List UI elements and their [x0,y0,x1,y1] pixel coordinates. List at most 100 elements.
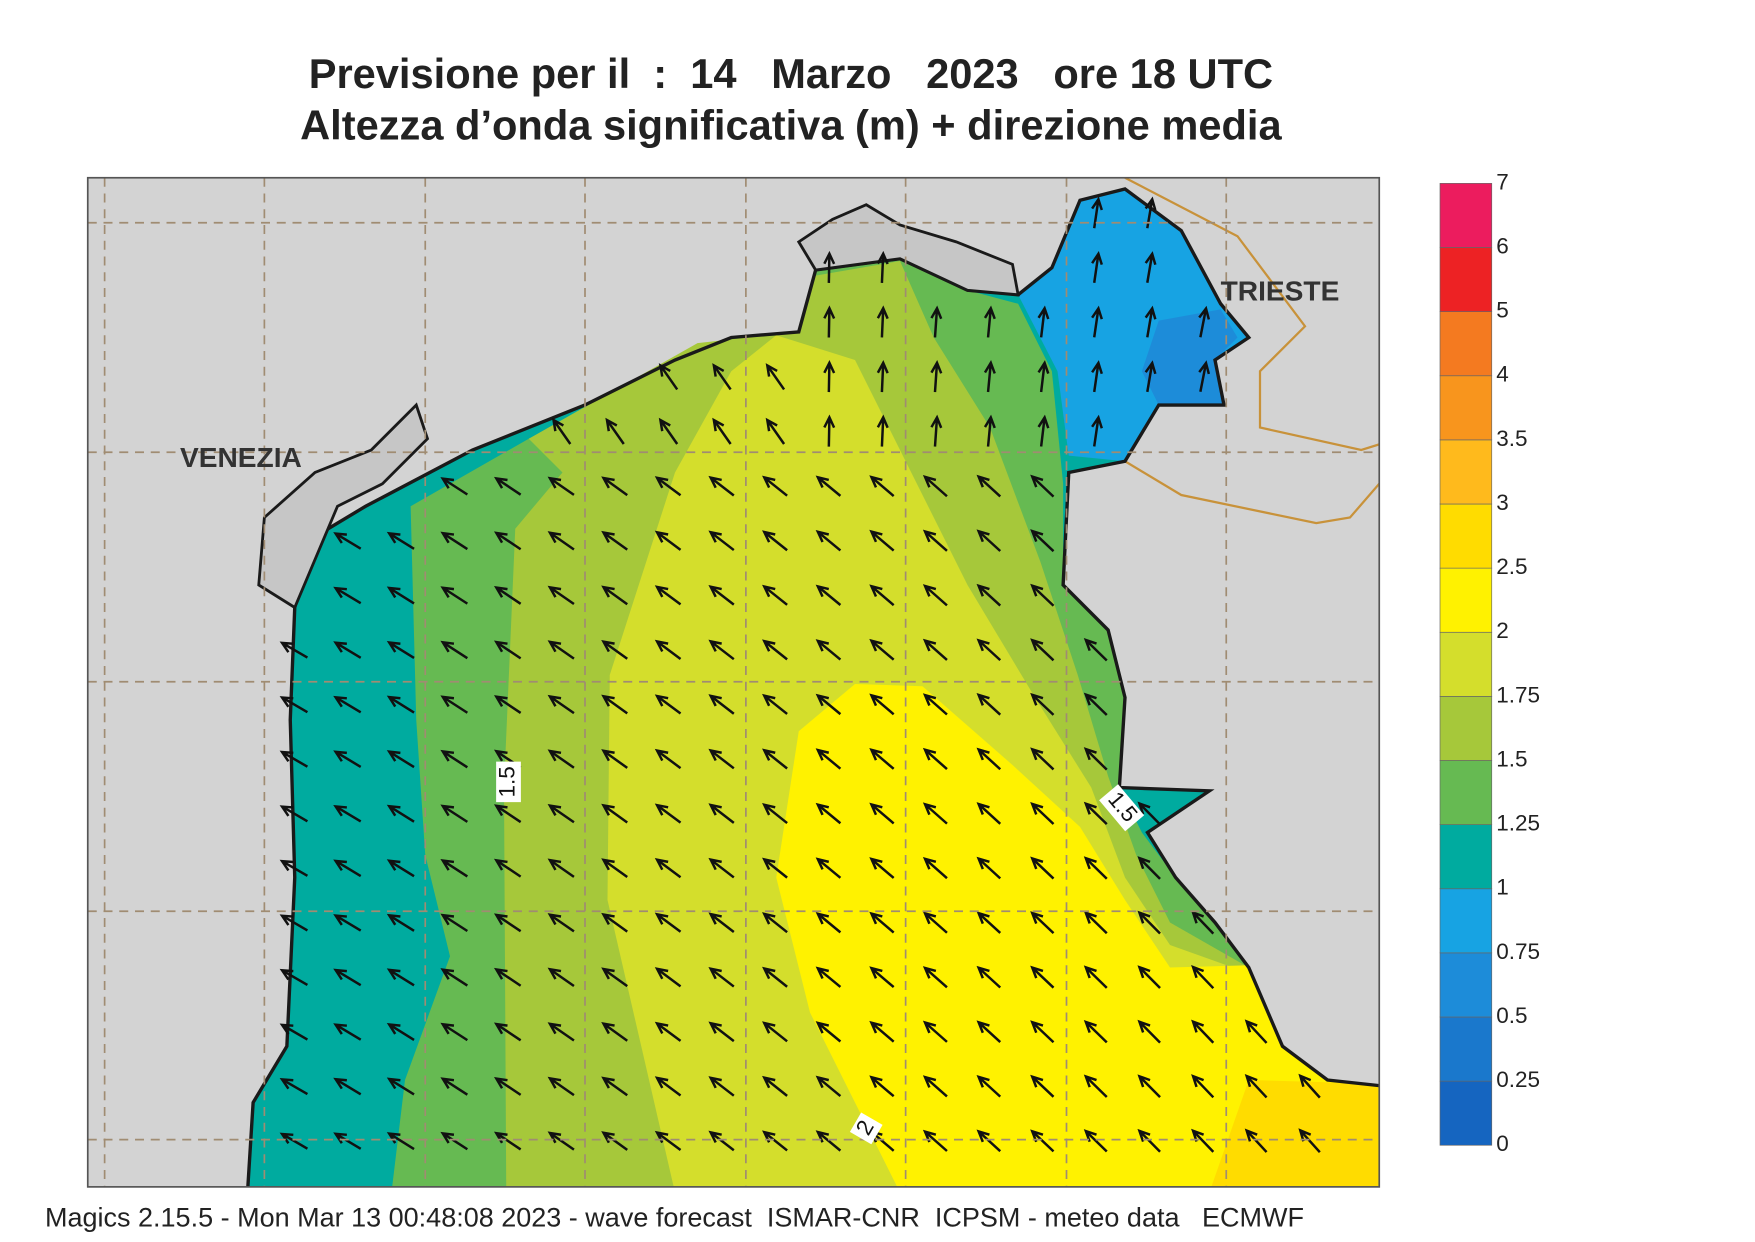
direction-arrow [930,414,943,447]
direction-arrow [440,531,469,551]
direction-arrow [922,529,948,552]
direction-arrow [1191,910,1215,935]
direction-arrow [708,966,735,988]
direction-arrow [815,639,842,661]
direction-arrow [333,804,362,823]
direction-arrow [762,584,788,606]
direction-arrow [654,912,682,933]
direction-arrow [922,1020,948,1043]
direction-arrow [547,585,575,606]
direction-arrow [815,1021,842,1043]
contour-label-group: 1.5 [494,761,521,803]
direction-arrow [440,1022,469,1042]
direction-arrow [658,417,679,445]
direction-arrow [493,1077,522,1096]
direction-arrow [547,749,575,769]
contour-label: 1.5 [494,766,519,797]
direction-arrow [386,641,415,660]
direction-arrow [815,1075,842,1098]
direction-arrow [976,747,1002,771]
direction-arrow [1030,1129,1055,1153]
direction-arrow [976,474,1002,498]
direction-arrow [279,750,309,768]
direction-arrow [333,641,362,659]
direction-arrow [762,693,788,715]
direction-arrow [976,911,1002,934]
direction-arrow [547,1131,575,1151]
direction-arrow [601,694,628,715]
direction-arrow [547,694,575,715]
direction-arrow [869,748,895,770]
colorbar-label: 4 [1496,362,1509,387]
direction-arrow [654,748,682,770]
direction-arrow [976,693,1002,716]
direction-arrow [386,859,415,878]
direction-arrow [493,585,522,605]
direction-arrow [869,1020,895,1043]
direction-arrow [708,912,735,933]
direction-arrow [333,532,362,550]
colorbar-label: 2.5 [1496,554,1527,579]
direction-arrow [708,857,735,879]
direction-arrow [654,967,682,988]
colorbar-label: 0.25 [1496,1067,1540,1092]
colorbar-label: 1.25 [1496,811,1540,836]
direction-arrow [1191,965,1215,990]
direction-arrow [1137,910,1161,935]
direction-arrow [708,694,735,715]
direction-arrow [815,911,842,934]
colorbar-swatch [1439,567,1493,633]
direction-arrow [922,693,948,716]
direction-arrow [922,584,948,607]
direction-arrow [279,805,309,823]
direction-arrow [654,803,682,824]
direction-arrow [601,585,628,606]
direction-arrow [762,1075,788,1097]
direction-arrow [1091,414,1103,447]
lagoon [257,402,430,610]
direction-arrow [922,1075,948,1098]
coastline [246,187,1380,1187]
direction-arrow [922,966,948,989]
direction-arrow [601,640,628,660]
direction-arrow [876,305,889,338]
direction-arrow [1030,583,1055,607]
direction-arrow [869,911,895,934]
direction-arrow [983,305,996,338]
direction-arrow [279,1132,309,1150]
sea-region [1211,1080,1380,1187]
direction-arrow [976,1074,1002,1098]
direction-arrow [1030,1020,1055,1044]
direction-arrow [547,640,575,660]
direction-arrow [547,1022,575,1042]
direction-arrow [930,305,943,338]
direction-arrow [823,414,836,447]
direction-arrow [1030,638,1055,662]
direction-arrow [654,1021,682,1042]
direction-arrow [823,305,836,338]
direction-arrow [976,965,1002,989]
direction-arrow [1037,414,1050,447]
direction-arrow [869,857,895,879]
direction-arrow [601,1131,628,1151]
direction-arrow [493,695,522,714]
direction-arrow [762,748,788,770]
direction-arrow [386,586,415,605]
direction-arrow [976,529,1002,552]
direction-arrow [601,1021,628,1042]
direction-arrow [1030,965,1055,989]
colorbar-swatch [1439,631,1493,697]
direction-arrow [1198,360,1211,393]
sea-region [1141,309,1238,405]
colorbar-swatch [1439,183,1493,248]
direction-arrow [762,803,788,825]
colorbar-label: 0.5 [1496,1003,1527,1028]
direction-arrow [1137,801,1161,826]
direction-arrow [440,749,469,769]
direction-arrow [712,417,732,445]
direction-arrow [1083,965,1108,989]
direction-arrow [386,531,415,550]
graticule [87,177,1380,1187]
direction-arrow [1298,1073,1321,1099]
